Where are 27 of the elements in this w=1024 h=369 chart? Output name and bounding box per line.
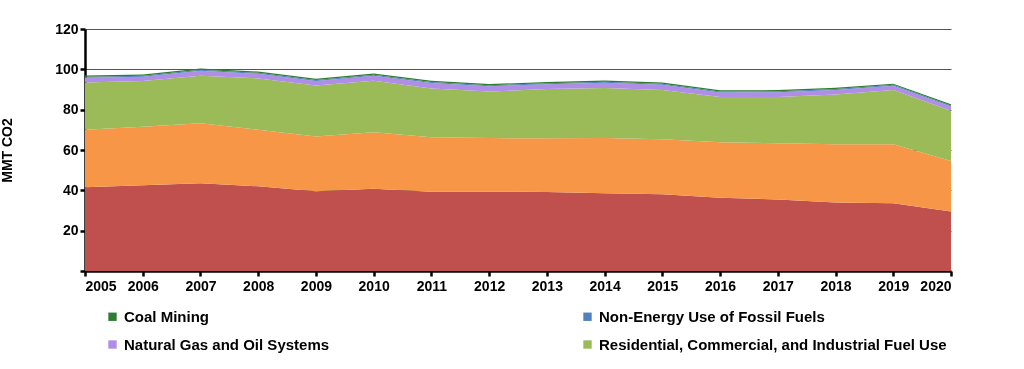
x-tick-label: 2006 (127, 277, 160, 294)
legend-label: Residential, Commercial, and Industrial Fuel Use (599, 335, 947, 353)
x-tick-label: 2016 (704, 277, 737, 294)
y-tick-label: 80 (62, 101, 79, 118)
x-tick-label: 2018 (820, 277, 852, 294)
y-tick-label: 120 (55, 20, 79, 37)
y-tick-label: 20 (62, 222, 79, 239)
y-tick-label: 100 (55, 60, 79, 77)
x-tick-label: 2013 (531, 277, 564, 294)
x-tick-label: 2011 (416, 277, 448, 294)
x-tick-label: 2007 (185, 277, 217, 294)
x-tick-label: 2012 (474, 277, 506, 294)
legend-label: Coal Mining (124, 307, 209, 325)
x-tick-label: 2015 (647, 277, 679, 294)
legend-label: Natural Gas and Oil Systems (124, 335, 330, 353)
x-tick-label: 2009 (300, 277, 333, 294)
x-tick-label: 2008 (243, 277, 275, 294)
x-tick-label: 2017 (762, 277, 795, 294)
x-tick-label: 2019 (878, 277, 910, 294)
y-axis-title: MMT CO2 (0, 118, 16, 183)
legend-label: Non-Energy Use of Fossil Fuels (599, 307, 825, 325)
x-tick-label: 2005 (85, 277, 117, 294)
x-tick-label: 2014 (589, 277, 621, 294)
y-tick-label: 40 (62, 181, 79, 198)
x-tick-label: 2010 (358, 277, 390, 294)
x-tick-label: 2020 (920, 277, 952, 294)
y-tick-label: 60 (62, 141, 79, 158)
